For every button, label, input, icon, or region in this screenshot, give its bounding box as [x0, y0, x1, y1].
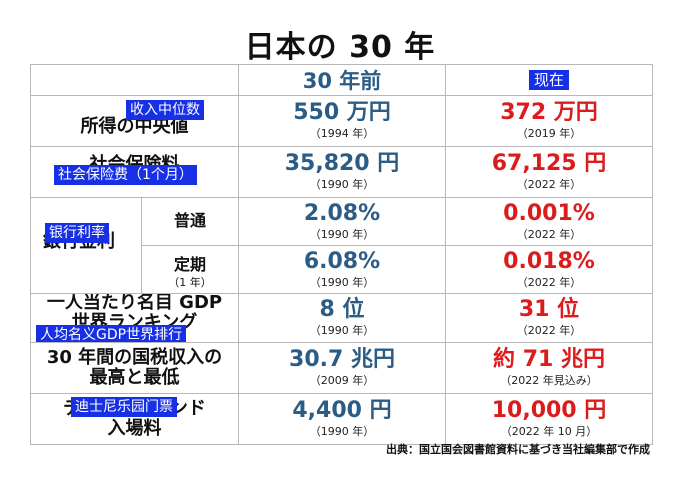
new-value-cell: 10,000 円 （2022 年 10 月） — [445, 393, 653, 445]
translation-overlay: 迪士尼乐园门票 — [71, 397, 177, 417]
old-value-cell: 35,820 円 （1990 年） — [238, 146, 446, 198]
old-year: （1994 年） — [309, 127, 375, 140]
old-value: 550 万円 — [293, 100, 391, 125]
old-year: （2009 年） — [309, 374, 375, 387]
new-value-cell: 0.018% （2022 年） — [445, 245, 653, 294]
header-empty-cell — [30, 64, 239, 96]
row-label-line2: 入場料 — [107, 418, 162, 439]
header-new: 现在 — [445, 64, 653, 96]
new-year: （2022 年） — [516, 275, 582, 289]
old-value: 2.08% — [303, 200, 381, 226]
old-value: 4,400 円 — [292, 398, 392, 423]
header-old: 30 年前 — [238, 64, 446, 96]
old-year: （1990 年） — [309, 178, 375, 191]
table-row: 一人当たり名目 GDP 世界ランキング 人均名义GDP世界排行 8 位 （199… — [30, 293, 653, 343]
new-value-cell: 31 位 （2022 年） — [445, 293, 653, 343]
translation-overlay: 社会保险费（1个月） — [54, 165, 197, 185]
old-year: （1990 年） — [309, 425, 375, 438]
old-value: 35,820 円 — [284, 151, 400, 176]
row-label-social-insurance: 社会保険料 社会保险费（1个月） — [30, 146, 239, 198]
new-value-cell: 0.001% （2022 年） — [445, 197, 653, 246]
old-value-cell: 30.7 兆円 （2009 年） — [238, 342, 446, 394]
row-label-line1: 30 年間の国税収入の — [46, 347, 223, 368]
new-value-cell: 約 71 兆円 （2022 年見込み） — [445, 342, 653, 394]
new-value: 67,125 円 — [491, 151, 607, 176]
row-label-bank-interest: 銀行金利 银行利率 普通 定期 （1 年） — [30, 197, 239, 294]
old-year: （1990 年） — [309, 227, 375, 241]
new-value: 10,000 円 — [491, 398, 607, 423]
old-value: 6.08% — [303, 248, 381, 274]
sub-note-fixed: （1 年） — [168, 276, 212, 289]
table-row: 銀行金利 银行利率 普通 定期 （1 年） 2.08% （1990 年） 0.0… — [30, 197, 653, 294]
header-old-label: 30 年前 — [302, 69, 382, 93]
sub-label-fixed: 定期 — [173, 255, 206, 274]
page-title: 日本の 30 年 — [244, 30, 436, 65]
table-row: 6.08% （1990 年） 0.018% （2022 年） — [31, 245, 653, 294]
new-year: （2022 年） — [516, 227, 582, 241]
new-value: 372 万円 — [500, 100, 598, 125]
old-value: 30.7 兆円 — [289, 347, 395, 372]
table-row: 所得の中央値 收入中位数 550 万円 （1994 年） 372 万円 （201… — [30, 95, 653, 147]
translation-overlay: 人均名义GDP世界排行 — [36, 325, 187, 342]
new-value: 0.018% — [503, 248, 595, 274]
table-header-row: 30 年前 现在 — [30, 64, 653, 96]
old-value-cell: 6.08% （1990 年） — [238, 245, 446, 294]
table-row: 社会保険料 社会保险费（1个月） 35,820 円 （1990 年） 67,12… — [30, 146, 653, 198]
sub-label-ordinary: 普通 — [173, 211, 206, 230]
comparison-table: 30 年前 现在 所得の中央値 收入中位数 550 万円 （1994 年） 37… — [30, 64, 653, 445]
table-row: 30 年間の国税収入の 最高と最低 30.7 兆円 （2009 年） 約 71 … — [30, 342, 653, 394]
old-year: （1990 年） — [309, 275, 375, 289]
new-year: （2019 年） — [516, 127, 582, 140]
new-value-cell: 372 万円 （2019 年） — [445, 95, 653, 147]
row-label-disneyland-admission: ディズニーランド 入場料 迪士尼乐园门票 — [30, 393, 239, 445]
row-label-text: 所得の中央値 — [80, 116, 189, 137]
new-year: （2022 年見込み） — [500, 374, 598, 387]
old-value-cell: 2.08% （1990 年） — [238, 197, 446, 246]
new-value-cell: 67,125 円 （2022 年） — [445, 146, 653, 198]
new-year: （2022 年） — [516, 178, 582, 191]
translation-overlay: 银行利率 — [45, 223, 109, 243]
old-value-cell: 8 位 （1990 年） — [238, 293, 446, 343]
translation-overlay: 收入中位数 — [126, 100, 204, 120]
row-label-median-income: 所得の中央値 收入中位数 — [30, 95, 239, 147]
new-value: 31 位 — [518, 297, 580, 322]
old-value-cell: 4,400 円 （1990 年） — [238, 393, 446, 445]
new-year: （2022 年 10 月） — [500, 425, 598, 438]
row-label-line1: 一人当たり名目 GDP — [46, 293, 223, 313]
old-value: 8 位 — [319, 297, 365, 322]
new-value: 約 71 兆円 — [493, 347, 605, 372]
row-label-tax-revenue: 30 年間の国税収入の 最高と最低 — [30, 342, 239, 394]
row-label-line2: 最高と最低 — [89, 367, 180, 388]
row-label-gdp-ranking: 一人当たり名目 GDP 世界ランキング 人均名义GDP世界排行 — [30, 293, 239, 343]
old-year: （1990 年） — [309, 324, 375, 337]
new-year: （2022 年） — [516, 324, 582, 337]
old-value-cell: 550 万円 （1994 年） — [238, 95, 446, 147]
new-value: 0.001% — [503, 200, 595, 226]
source-note: 出典：国立国会図書館資料に基づき当社編集部で作成 — [386, 443, 650, 456]
header-new-label: 现在 — [528, 70, 569, 90]
sub-divider-horizontal — [141, 245, 238, 246]
table-row: ディズニーランド 入場料 迪士尼乐园门票 4,400 円 （1990 年） 10… — [30, 393, 653, 445]
